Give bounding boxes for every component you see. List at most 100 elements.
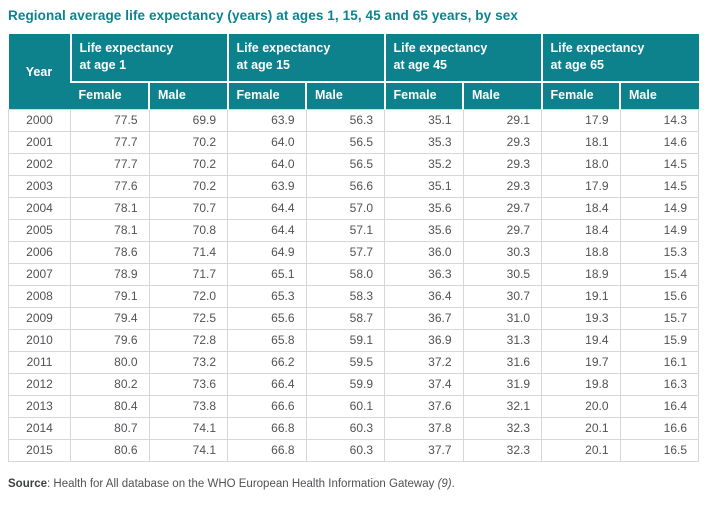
value-cell: 29.3 xyxy=(462,175,542,198)
value-cell: 66.8 xyxy=(227,439,307,462)
value-cell: 37.2 xyxy=(384,351,464,374)
value-cell: 14.5 xyxy=(619,153,699,176)
value-cell: 31.9 xyxy=(462,373,542,396)
col-header-age15-male: Male xyxy=(305,82,385,110)
year-cell: 2002 xyxy=(8,153,71,176)
group-header-age-15-line1: Life expectancy xyxy=(236,41,331,55)
value-cell: 17.9 xyxy=(541,175,621,198)
year-cell: 2013 xyxy=(8,395,71,418)
value-cell: 37.4 xyxy=(384,373,464,396)
value-cell: 16.3 xyxy=(619,373,699,396)
value-cell: 36.7 xyxy=(384,307,464,330)
table-row: 2008 79.1 72.0 65.3 58.3 36.4 30.7 19.1 15.6 xyxy=(8,285,699,308)
source-period: . xyxy=(451,478,455,490)
value-cell: 63.9 xyxy=(227,175,307,198)
value-cell: 72.5 xyxy=(148,307,228,330)
value-cell: 36.0 xyxy=(384,241,464,264)
table-body: 2000 77.5 69.9 63.9 56.3 35.1 29.1 17.9 14.3 2001… xyxy=(8,109,699,462)
group-header-age-45-line1: Life expectancy xyxy=(393,41,488,55)
value-cell: 35.6 xyxy=(384,197,464,220)
value-cell: 35.3 xyxy=(384,131,464,154)
value-cell: 15.9 xyxy=(619,329,699,352)
value-cell: 30.3 xyxy=(462,241,542,264)
page-title: Regional average life expectancy (years)… xyxy=(8,8,518,23)
group-header-age-45: Life expectancy at age 45 xyxy=(383,34,542,83)
year-cell: 2015 xyxy=(8,439,71,462)
group-header-age-65: Life expectancy at age 65 xyxy=(540,34,699,83)
value-cell: 78.9 xyxy=(70,263,150,286)
value-cell: 57.0 xyxy=(305,197,385,220)
value-cell: 60.3 xyxy=(305,417,385,440)
value-cell: 36.4 xyxy=(384,285,464,308)
value-cell: 80.2 xyxy=(70,373,150,396)
year-cell: 2003 xyxy=(8,175,71,198)
value-cell: 31.0 xyxy=(462,307,542,330)
value-cell: 20.1 xyxy=(541,417,621,440)
table-row: 2014 80.7 74.1 66.8 60.3 37.8 32.3 20.1 16.6 xyxy=(8,417,699,440)
col-header-age65-male: Male xyxy=(619,82,699,110)
value-cell: 58.0 xyxy=(305,263,385,286)
value-cell: 35.1 xyxy=(384,109,464,132)
value-cell: 19.7 xyxy=(541,351,621,374)
value-cell: 14.6 xyxy=(619,131,699,154)
table-row: 2001 77.7 70.2 64.0 56.5 35.3 29.3 18.1 14.6 xyxy=(8,131,699,154)
table-row: 2007 78.9 71.7 65.1 58.0 36.3 30.5 18.9 15.4 xyxy=(8,263,699,286)
table-row: 2011 80.0 73.2 66.2 59.5 37.2 31.6 19.7 16.1 xyxy=(8,351,699,374)
value-cell: 58.7 xyxy=(305,307,385,330)
value-cell: 66.8 xyxy=(227,417,307,440)
value-cell: 31.3 xyxy=(462,329,542,352)
value-cell: 14.5 xyxy=(619,175,699,198)
value-cell: 66.6 xyxy=(227,395,307,418)
value-cell: 16.5 xyxy=(619,439,699,462)
value-cell: 32.3 xyxy=(462,439,542,462)
value-cell: 69.9 xyxy=(148,109,228,132)
value-cell: 18.9 xyxy=(541,263,621,286)
value-cell: 29.7 xyxy=(462,197,542,220)
sub-header-row: Female Male Female Male Female Male Fema… xyxy=(9,82,699,110)
col-header-age15-female: Female xyxy=(226,82,306,110)
group-header-age-65-line2: at age 65 xyxy=(550,57,605,72)
year-cell: 2011 xyxy=(8,351,71,374)
table-row: 2000 77.5 69.9 63.9 56.3 35.1 29.1 17.9 14.3 xyxy=(8,109,699,132)
year-cell: 2012 xyxy=(8,373,71,396)
year-cell: 2008 xyxy=(8,285,71,308)
col-header-age45-male: Male xyxy=(462,82,542,110)
value-cell: 65.3 xyxy=(227,285,307,308)
value-cell: 74.1 xyxy=(148,417,228,440)
value-cell: 56.3 xyxy=(305,109,385,132)
value-cell: 29.3 xyxy=(462,131,542,154)
group-header-age-15: Life expectancy at age 15 xyxy=(226,34,385,83)
value-cell: 72.8 xyxy=(148,329,228,352)
value-cell: 20.1 xyxy=(541,439,621,462)
value-cell: 18.4 xyxy=(541,197,621,220)
value-cell: 15.4 xyxy=(619,263,699,286)
value-cell: 64.4 xyxy=(227,197,307,220)
value-cell: 19.8 xyxy=(541,373,621,396)
table-row: 2005 78.1 70.8 64.4 57.1 35.6 29.7 18.4 14.9 xyxy=(8,219,699,242)
value-cell: 16.4 xyxy=(619,395,699,418)
value-cell: 58.3 xyxy=(305,285,385,308)
value-cell: 14.9 xyxy=(619,197,699,220)
value-cell: 79.1 xyxy=(70,285,150,308)
group-header-age-1-line2: at age 1 xyxy=(79,57,127,72)
value-cell: 20.0 xyxy=(541,395,621,418)
value-cell: 37.6 xyxy=(384,395,464,418)
value-cell: 14.3 xyxy=(619,109,699,132)
table-header: Year Life expectancy at age 1 Life expec… xyxy=(8,34,699,110)
value-cell: 15.6 xyxy=(619,285,699,308)
year-cell: 2004 xyxy=(8,197,71,220)
value-cell: 73.8 xyxy=(148,395,228,418)
value-cell: 19.1 xyxy=(541,285,621,308)
table-row: 2012 80.2 73.6 66.4 59.9 37.4 31.9 19.8 16.3 xyxy=(8,373,699,396)
value-cell: 16.1 xyxy=(619,351,699,374)
value-cell: 57.1 xyxy=(305,219,385,242)
value-cell: 79.4 xyxy=(70,307,150,330)
value-cell: 35.1 xyxy=(384,175,464,198)
value-cell: 64.9 xyxy=(227,241,307,264)
value-cell: 29.7 xyxy=(462,219,542,242)
table-row: 2013 80.4 73.8 66.6 60.1 37.6 32.1 20.0 16.4 xyxy=(8,395,699,418)
value-cell: 18.1 xyxy=(541,131,621,154)
year-cell: 2001 xyxy=(8,131,71,154)
value-cell: 60.3 xyxy=(305,439,385,462)
value-cell: 35.6 xyxy=(384,219,464,242)
